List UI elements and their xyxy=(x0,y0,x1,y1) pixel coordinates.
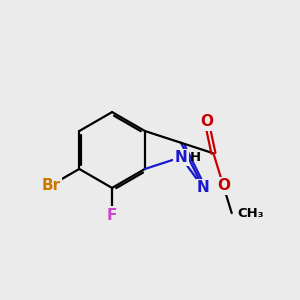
Text: F: F xyxy=(107,208,117,223)
Text: Br: Br xyxy=(42,178,61,193)
Text: CH₃: CH₃ xyxy=(237,207,263,220)
Text: O: O xyxy=(217,178,230,194)
Text: O: O xyxy=(200,114,213,129)
Text: N: N xyxy=(197,180,210,195)
Text: H: H xyxy=(190,151,201,164)
Text: N: N xyxy=(175,150,188,165)
